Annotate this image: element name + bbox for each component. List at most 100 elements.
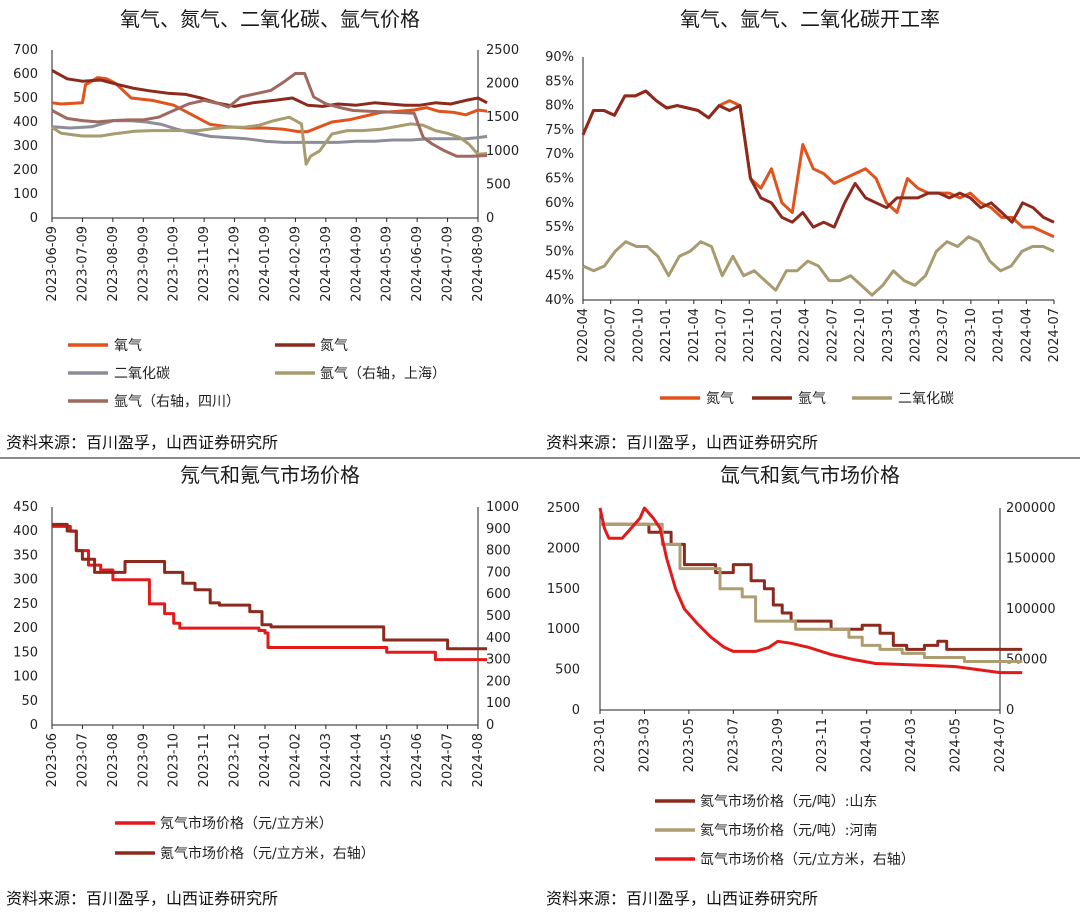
y2-tick-label: 1000 xyxy=(486,144,519,159)
x-tick-label: 2024-07 xyxy=(1047,308,1062,362)
legend-label-co2: 二氧化碳 xyxy=(114,366,170,382)
c2-series-0 xyxy=(581,89,1055,239)
y-tick-label: 55% xyxy=(545,220,574,235)
y2-tick-label: 2000 xyxy=(486,77,519,92)
chart2-source: 资料来源：百川盈孚，山西证券研究所 xyxy=(546,433,818,452)
c1-series-1 xyxy=(51,69,488,108)
y-tick-label: 500 xyxy=(555,663,580,678)
chart2-title: 氧气、氩气、二氧化碳开工率 xyxy=(680,7,940,31)
y-tick-label: 400 xyxy=(13,524,38,539)
c4-series-1 xyxy=(600,522,1023,663)
x-tick-label: 2021-07 xyxy=(715,308,730,362)
y-tick-label: 45% xyxy=(545,269,574,284)
chart2-plot: 40% 45% 50% 55% 60% 65% 70% 75% 80% 85% 90% 2020-04… xyxy=(545,50,1062,362)
x-tick-label: 2024-06-09 xyxy=(410,226,425,302)
c4-series-2 xyxy=(598,506,1023,675)
x-tick-label: 2021-01 xyxy=(659,308,674,362)
y-tick-label: 250 xyxy=(13,597,38,612)
legend-label-argon-rate: 氩气 xyxy=(798,391,826,407)
y-tick-label: 70% xyxy=(545,147,574,162)
y-tick-label: 75% xyxy=(545,123,574,138)
y-tick-label: 80% xyxy=(545,99,574,114)
y2-tick-label: 150000 xyxy=(1006,552,1056,567)
x-tick-label: 2024-01 xyxy=(992,308,1007,362)
legend-label-neon: 氖气市场价格（元/立方米） xyxy=(160,815,333,832)
x-tick-label: 2023-06-09 xyxy=(45,226,60,302)
x-tick-label: 2023-07 xyxy=(726,718,741,772)
x-tick-label: 2023-10 xyxy=(964,308,979,362)
x-tick-label: 2024-06 xyxy=(410,733,425,787)
y-tick-label: 50% xyxy=(545,244,574,259)
y-tick-label: 85% xyxy=(545,74,574,89)
chart3-source: 资料来源：百川盈孚，山西证券研究所 xyxy=(6,889,278,908)
y2-tick-label: 0 xyxy=(486,211,494,226)
y-tick-label: 40% xyxy=(545,293,574,308)
x-tick-label: 2024-08-09 xyxy=(471,226,486,302)
x-tick-label: 2024-08 xyxy=(471,733,486,787)
y-tick-label: 200 xyxy=(13,163,38,178)
x-tick-label: 2023-10 xyxy=(167,733,182,787)
y-tick-label: 700 xyxy=(13,43,38,58)
y-tick-label: 300 xyxy=(13,139,38,154)
y2-tick-label: 500 xyxy=(486,177,511,192)
x-tick-label: 2023-11 xyxy=(815,718,830,772)
x-tick-label: 2023-01 xyxy=(593,718,608,772)
y-tick-label: 0 xyxy=(30,211,38,226)
x-tick-label: 2024-01 xyxy=(258,733,273,787)
y2-tick-label: 50000 xyxy=(1006,653,1047,668)
y2-tick-label: 500 xyxy=(486,609,511,624)
y2-tick-label: 1000 xyxy=(486,500,519,515)
y-tick-label: 2500 xyxy=(547,501,580,516)
legend-label-oxygen: 氧气 xyxy=(114,338,142,354)
c1-series-4 xyxy=(51,72,488,158)
legend-label-helium-henan: 氦气市场价格（元/吨）:河南 xyxy=(700,822,877,839)
x-tick-label: 2022-10 xyxy=(853,308,868,362)
c4-series-0 xyxy=(600,522,1023,651)
chart1-title: 氧气、氮气、二氧化碳、氩气价格 xyxy=(120,7,420,31)
y-tick-label: 1000 xyxy=(547,622,580,637)
c3-series-0 xyxy=(52,524,488,662)
x-tick-label: 2024-07-09 xyxy=(441,226,456,302)
y2-tick-label: 400 xyxy=(486,631,511,646)
x-tick-label: 2023-12-09 xyxy=(228,226,243,302)
x-tick-label: 2023-09-09 xyxy=(136,226,151,302)
x-tick-label: 2020-10 xyxy=(631,308,646,362)
y-tick-label: 450 xyxy=(13,500,38,515)
y-tick-label: 400 xyxy=(13,115,38,130)
x-tick-label: 2023-01 xyxy=(881,308,896,362)
y-tick-label: 200 xyxy=(13,621,38,636)
y-tick-label: 600 xyxy=(13,67,38,82)
y2-tick-label: 600 xyxy=(486,587,511,602)
y2-tick-label: 200 xyxy=(486,674,511,689)
y-tick-label: 100 xyxy=(13,670,38,685)
y-tick-label: 300 xyxy=(13,573,38,588)
x-tick-label: 2023-04 xyxy=(908,308,923,362)
y2-tick-label: 300 xyxy=(486,653,511,668)
chart4-source: 资料来源：百川盈孚，山西证券研究所 xyxy=(546,889,818,908)
c1-series-3 xyxy=(51,115,488,166)
y2-tick-label: 1500 xyxy=(486,110,519,125)
legend-label-co2-rate: 二氧化碳 xyxy=(898,391,954,407)
x-tick-label: 2023-07 xyxy=(75,733,90,787)
y2-tick-label: 200000 xyxy=(1006,501,1056,516)
chart4-title: 氙气和氦气市场价格 xyxy=(720,463,900,487)
chart4-legend: 氦气市场价格（元/吨）:山东 氦气市场价格（元/吨）:河南 氙气市场价格（元/立… xyxy=(655,793,915,868)
x-tick-label: 2023-08 xyxy=(106,733,121,787)
x-tick-label: 2021-10 xyxy=(742,308,757,362)
x-tick-label: 2024-07 xyxy=(993,718,1008,772)
legend-label-argon-shanghai: 氩气（右轴，上海） xyxy=(320,366,446,382)
y2-tick-label: 900 xyxy=(486,522,511,537)
chart4-plot: 0 500 1000 1500 2000 2500 0 50000 100000 150000 20… xyxy=(547,501,1056,772)
x-tick-label: 2020-07 xyxy=(604,308,619,362)
x-tick-label: 2024-07 xyxy=(441,733,456,787)
y2-tick-label: 0 xyxy=(486,718,494,733)
y-tick-label: 100 xyxy=(13,187,38,202)
y-tick-label: 60% xyxy=(545,196,574,211)
x-tick-label: 2023-12 xyxy=(228,733,243,787)
x-tick-label: 2023-06 xyxy=(45,733,60,787)
y-tick-label: 0 xyxy=(30,718,38,733)
x-tick-label: 2024-02-09 xyxy=(288,226,303,302)
x-tick-label: 2023-10-09 xyxy=(167,226,182,302)
chart2-legend: 氮气 氩气 二氧化碳 xyxy=(660,391,954,407)
